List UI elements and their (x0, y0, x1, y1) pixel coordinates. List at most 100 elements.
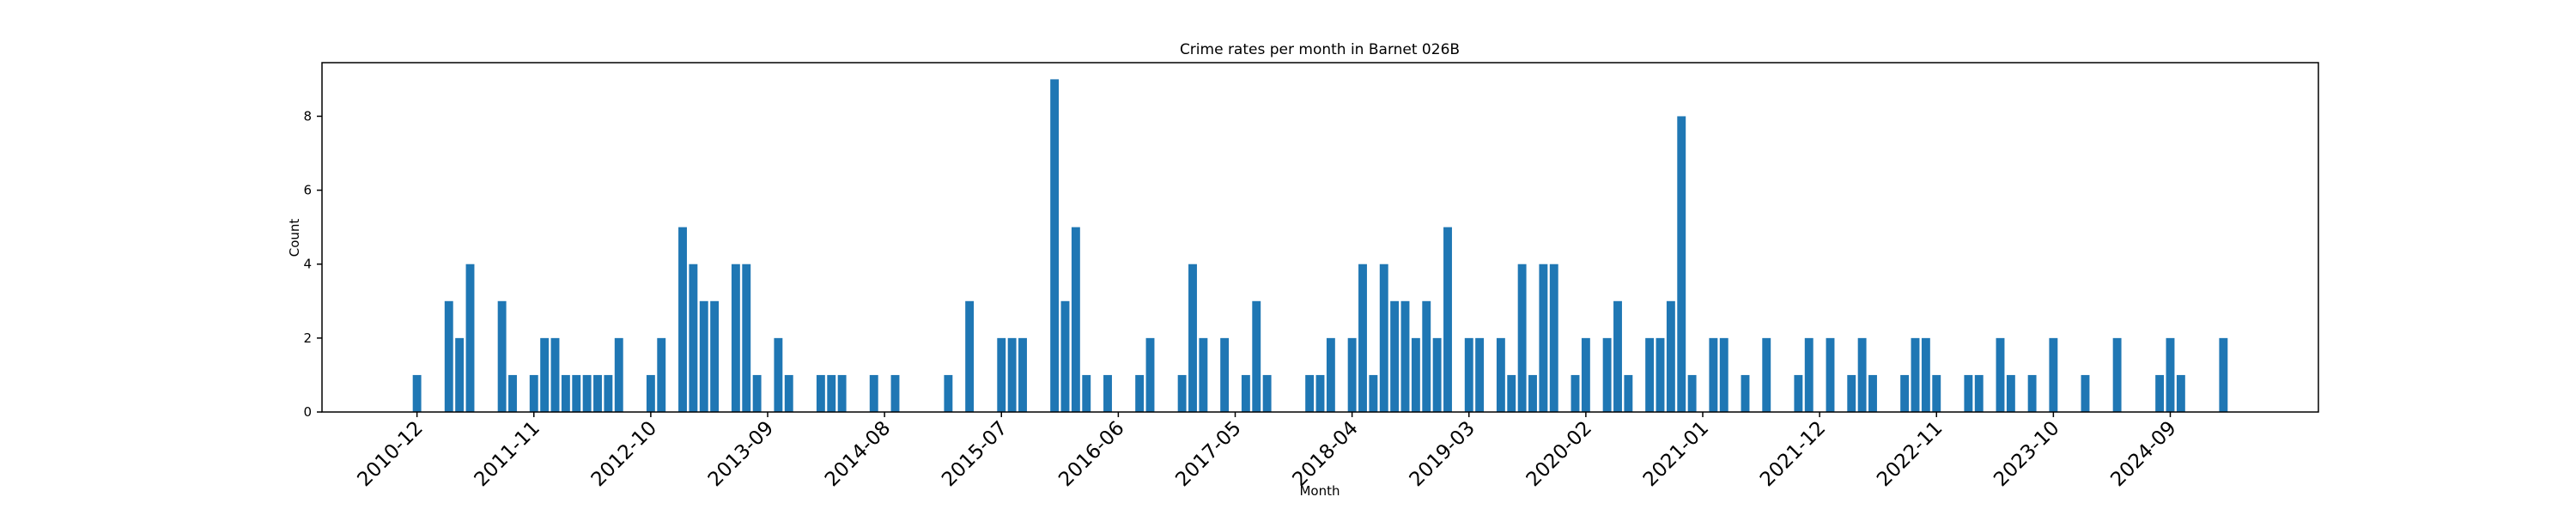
bar (1507, 374, 1516, 412)
bar (869, 374, 878, 412)
bar (1315, 374, 1325, 412)
x-tick-label: 2021-01 (1639, 417, 1713, 491)
x-tick-label: 2024-09 (2106, 417, 2180, 491)
bar (646, 374, 655, 412)
bar (2166, 337, 2175, 412)
x-tick-label: 2012-10 (587, 417, 661, 491)
bar (1199, 337, 1208, 412)
bar (837, 374, 847, 412)
bar (784, 374, 793, 412)
bar (1400, 300, 1410, 412)
bar (1911, 337, 1920, 412)
bar (699, 300, 708, 412)
bar (1624, 374, 1633, 412)
bar (1252, 300, 1261, 412)
bar (890, 374, 900, 412)
bar (657, 337, 666, 412)
x-tick-label: 2015-07 (938, 417, 1012, 491)
bar (1390, 300, 1400, 412)
bar (455, 337, 465, 412)
bar (816, 374, 825, 412)
bar (1932, 374, 1941, 412)
bar (2176, 374, 2185, 412)
bar (2006, 374, 2015, 412)
bar (593, 374, 602, 412)
bar (1007, 337, 1017, 412)
plot-frame (321, 62, 2319, 413)
bar (1645, 337, 1655, 412)
x-tick-label: 2018-04 (1289, 417, 1363, 491)
bar (1305, 374, 1315, 412)
bar (1868, 374, 1877, 412)
y-axis-label: Count (287, 219, 302, 258)
bar (1103, 374, 1112, 412)
bar (689, 264, 698, 412)
bar (1060, 300, 1070, 412)
bar (1071, 227, 1080, 412)
bar (1177, 374, 1187, 412)
bar (572, 374, 581, 412)
bar (1050, 79, 1060, 412)
bar (1443, 227, 1452, 412)
bar (2219, 337, 2228, 412)
x-tick-label: 2014-08 (821, 417, 895, 491)
bar (465, 264, 475, 412)
x-axis-label: Month (1299, 483, 1340, 499)
bar (1719, 337, 1728, 412)
x-tick-label: 2017-05 (1171, 417, 1245, 491)
bar (1188, 264, 1197, 412)
bar (550, 337, 560, 412)
x-tick-label: 2013-09 (704, 417, 778, 491)
bar (1677, 116, 1686, 412)
y-tick-label: 4 (303, 257, 312, 272)
bar (1018, 337, 1027, 412)
bar (1666, 300, 1675, 412)
bar (731, 264, 740, 412)
y-tick-label: 0 (303, 404, 312, 420)
bar (1549, 264, 1558, 412)
bar (742, 264, 751, 412)
bar (1135, 374, 1145, 412)
chart-title: Crime rates per month in Barnet 026B (1180, 41, 1460, 58)
bar (508, 374, 517, 412)
bar (1517, 264, 1527, 412)
bar (1347, 337, 1357, 412)
bar (1804, 337, 1814, 412)
bar (1857, 337, 1867, 412)
bar (614, 337, 623, 412)
bar (1921, 337, 1930, 412)
x-tick-label: 2010-12 (354, 417, 428, 491)
bar (1475, 337, 1485, 412)
bar (1996, 337, 2005, 412)
bar (1358, 264, 1367, 412)
bar (540, 337, 550, 412)
bar (1762, 337, 1771, 412)
bar (1900, 374, 1910, 412)
bar (774, 337, 783, 412)
x-tick-label: 2022-11 (1873, 417, 1947, 491)
bar (1656, 337, 1665, 412)
bar (710, 300, 720, 412)
bar (497, 300, 507, 412)
x-tick-label: 2016-06 (1054, 417, 1128, 491)
bar (561, 374, 570, 412)
bar (1326, 337, 1335, 412)
bar (1411, 337, 1420, 412)
x-tick-label: 2020-02 (1522, 417, 1596, 491)
bar (1262, 374, 1272, 412)
bar (1602, 337, 1612, 412)
bar (2081, 374, 2090, 412)
y-tick-label: 8 (303, 108, 312, 124)
bar (965, 300, 975, 412)
bar (1709, 337, 1718, 412)
x-tick-label: 2019-03 (1406, 417, 1479, 491)
bar (997, 337, 1006, 412)
bar (604, 374, 613, 412)
bar (1432, 337, 1442, 412)
bar (2049, 337, 2058, 412)
bar (1528, 374, 1537, 412)
bar (1220, 337, 1230, 412)
x-tick-label: 2011-11 (471, 417, 544, 491)
bar (529, 374, 538, 412)
